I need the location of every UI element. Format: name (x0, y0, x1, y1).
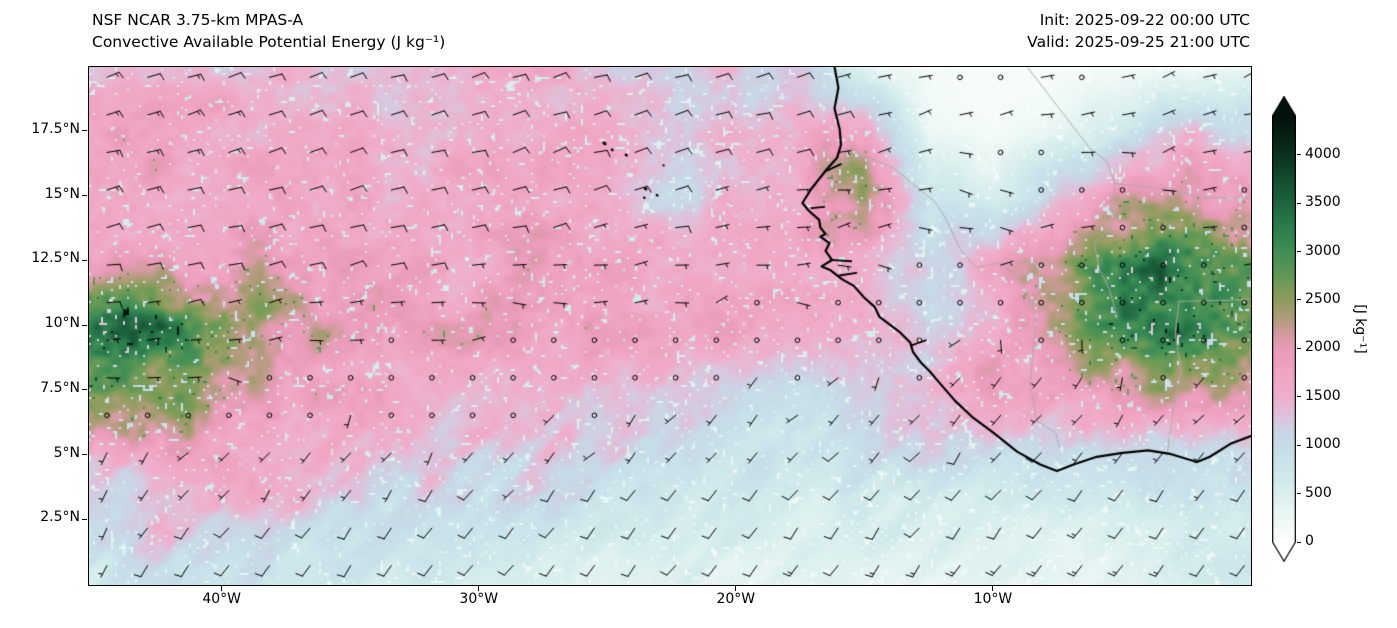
colorbar-tick-label: 1000 (1305, 436, 1341, 453)
x-axis-tick-label: 30°W (459, 591, 499, 607)
y-axis-tick (82, 259, 87, 261)
colorbar-tick (1297, 202, 1301, 204)
colorbar-tick-label: 4000 (1305, 145, 1341, 162)
x-axis-tick (478, 586, 480, 591)
map-plot-area (88, 66, 1252, 586)
colorbar-tick-label: 3500 (1305, 194, 1341, 211)
colorbar-tick (1297, 251, 1301, 253)
valid-time: Valid: 2025-09-25 21:00 UTC (1027, 33, 1250, 51)
colorbar-tick (1297, 154, 1301, 156)
colorbar-tick-label: 2500 (1305, 290, 1341, 307)
colorbar (1272, 96, 1296, 562)
x-axis-tick (221, 586, 223, 591)
x-axis-tick-label: 10°W (973, 591, 1013, 607)
x-axis-tick (992, 586, 994, 591)
y-axis-tick-label: 7.5°N (40, 379, 80, 396)
cape-field-canvas (89, 67, 1251, 585)
x-axis-tick-label: 40°W (202, 591, 241, 607)
figure-title: NSF NCAR 3.75-km MPAS-A Convective Avail… (92, 9, 445, 53)
y-axis-tick (82, 389, 87, 391)
model-name: NSF NCAR 3.75-km MPAS-A (92, 11, 304, 29)
y-axis-tick-label: 10°N (44, 315, 80, 331)
colorbar-tick (1297, 299, 1301, 301)
y-axis-tick (82, 518, 87, 520)
colorbar-tick-label: 2000 (1305, 339, 1341, 356)
y-axis-tick (82, 130, 87, 132)
x-axis-tick-label: 20°W (716, 591, 756, 607)
x-axis-tick (735, 586, 737, 591)
colorbar-tick-label: 3000 (1305, 242, 1341, 259)
colorbar-tick-label: 1500 (1305, 387, 1341, 404)
y-axis-tick-label: 15°N (44, 185, 80, 202)
variable-name: Convective Available Potential Energy (J… (92, 33, 446, 51)
colorbar-tick (1297, 396, 1301, 398)
y-axis-tick (82, 454, 87, 455)
y-axis-tick-label: 12.5°N (31, 250, 80, 267)
init-time: Init: 2025-09-22 00:00 UTC (1039, 11, 1250, 29)
forecast-times: Init: 2025-09-22 00:00 UTC Valid: 2025-0… (1027, 9, 1250, 53)
colorbar-tick-label: 0 (1305, 533, 1314, 549)
colorbar-tick (1297, 347, 1301, 349)
colorbar-tick (1297, 541, 1301, 543)
y-axis-tick (82, 195, 87, 196)
y-axis-tick-label: 17.5°N (31, 120, 80, 137)
colorbar-tick-label: 500 (1305, 484, 1332, 501)
colorbar-tick (1297, 493, 1301, 495)
colorbar-tick (1297, 444, 1301, 446)
y-axis-tick (82, 324, 87, 326)
y-axis-tick-label: 2.5°N (40, 509, 80, 526)
y-axis-tick-label: 5°N (53, 444, 80, 461)
